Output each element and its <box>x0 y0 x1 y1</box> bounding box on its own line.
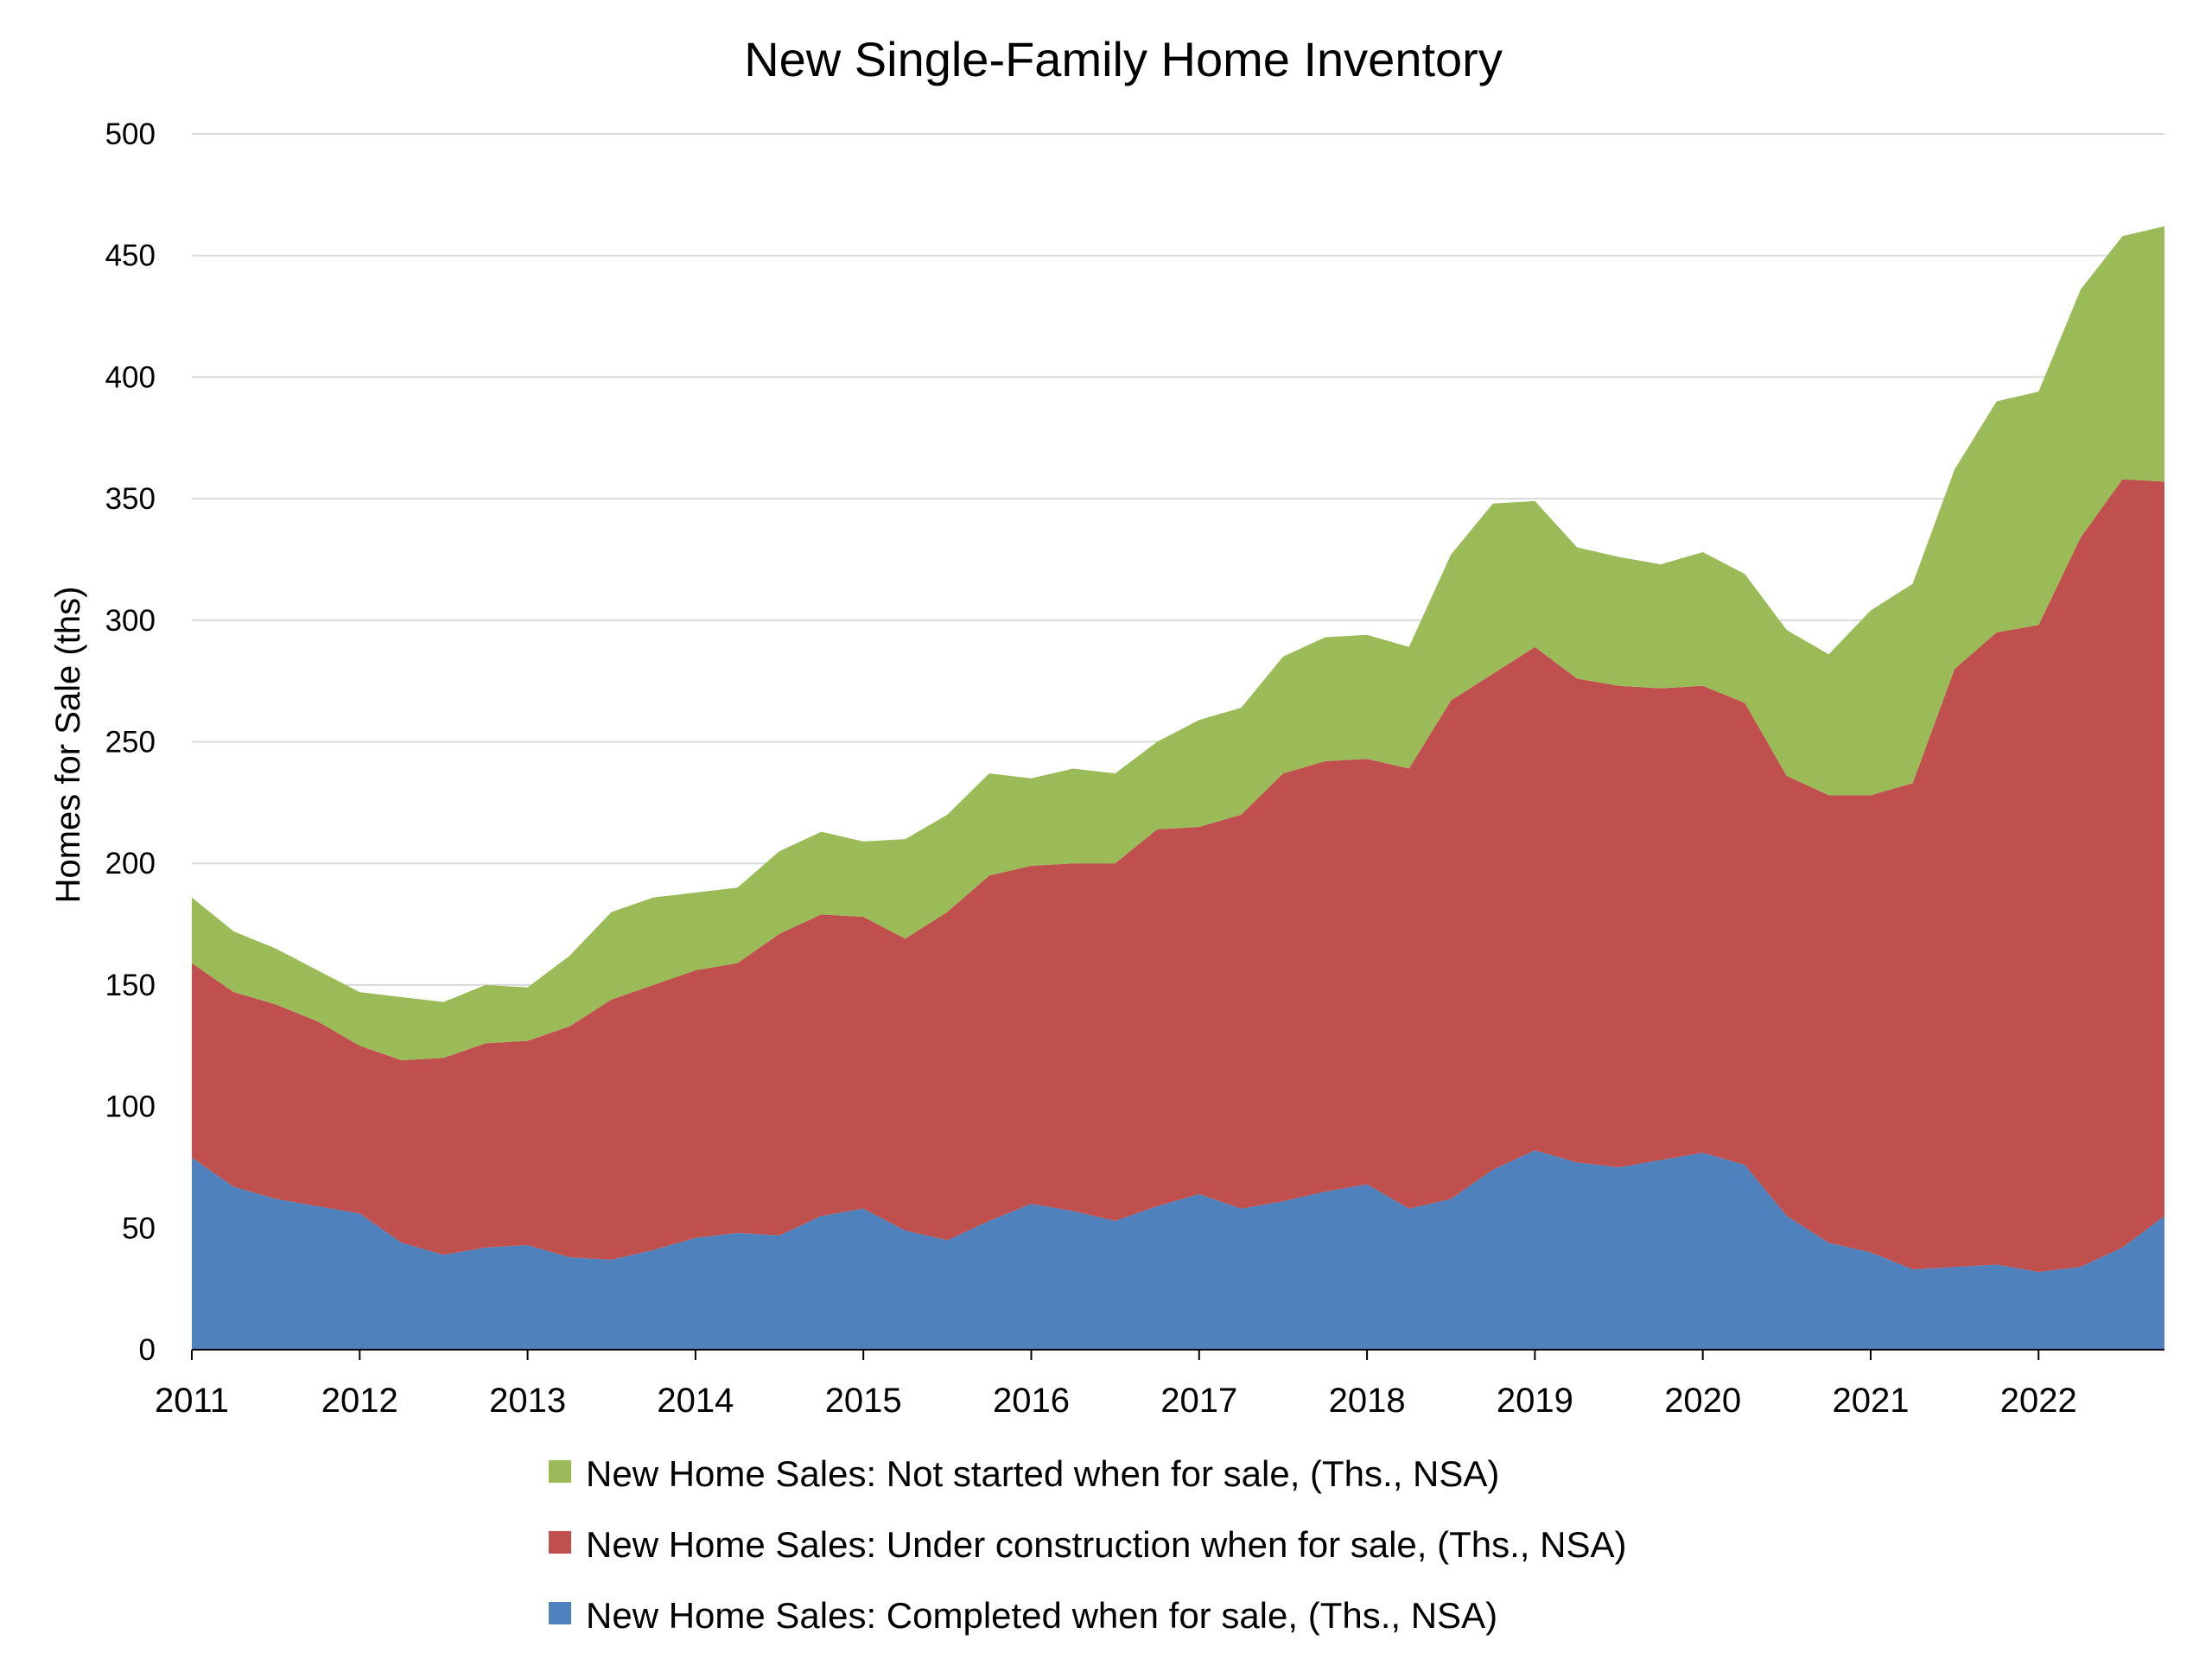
plot-areas <box>192 226 2164 1350</box>
y-axis-label: Homes for Sale (ths) <box>49 587 87 904</box>
y-tick-label: 400 <box>105 360 156 394</box>
legend: New Home Sales: Not started when for sal… <box>549 1453 1626 1636</box>
legend-swatch-under-construction <box>549 1531 571 1554</box>
area-series-not-started <box>192 226 2164 1061</box>
x-tick-label: 2012 <box>321 1382 398 1420</box>
x-tick-label: 2019 <box>1497 1382 1573 1420</box>
chart-title: New Single-Family Home Inventory <box>744 32 1503 86</box>
y-tick-label: 500 <box>105 118 156 151</box>
x-tick-label: 2021 <box>1832 1382 1909 1420</box>
legend-label-under-construction: New Home Sales: Under construction when … <box>586 1524 1626 1565</box>
x-tick-label: 2014 <box>657 1382 734 1420</box>
y-tick-label: 100 <box>105 1090 156 1124</box>
x-tick-label: 2011 <box>155 1382 229 1420</box>
y-tick-label: 350 <box>105 482 156 516</box>
y-tick-label: 450 <box>105 239 156 273</box>
y-tick-label: 50 <box>122 1211 156 1245</box>
x-tick-label: 2022 <box>2000 1382 2077 1420</box>
x-tick-label: 2017 <box>1160 1382 1237 1420</box>
x-tick-label: 2013 <box>489 1382 566 1420</box>
area-series-under-construction <box>192 479 2164 1272</box>
x-tick-label: 2015 <box>825 1382 902 1420</box>
y-tick-label: 250 <box>105 726 156 760</box>
legend-label-not-started: New Home Sales: Not started when for sal… <box>586 1453 1499 1494</box>
x-tick-labels: 2011 2012 2013 2014 2015 2016 2017 2018 2019 2020… <box>155 1382 2077 1420</box>
axes <box>191 1349 2164 1360</box>
y-tick-label: 200 <box>105 847 156 880</box>
legend-swatch-not-started <box>549 1460 571 1483</box>
y-tick-label: 0 <box>139 1333 156 1367</box>
x-tick-label: 2020 <box>1664 1382 1741 1420</box>
x-tick-label: 2018 <box>1329 1382 1406 1420</box>
y-tick-label: 150 <box>105 969 156 1002</box>
y-tick-labels: 0 50 100 150 200 250 300 350 400 450 500 <box>105 118 156 1367</box>
x-tick-label: 2016 <box>993 1382 1070 1420</box>
area-series-completed <box>192 1150 2164 1350</box>
legend-swatch-completed <box>549 1602 571 1624</box>
legend-label-completed: New Home Sales: Completed when for sale,… <box>586 1595 1497 1636</box>
y-tick-label: 300 <box>105 604 156 638</box>
